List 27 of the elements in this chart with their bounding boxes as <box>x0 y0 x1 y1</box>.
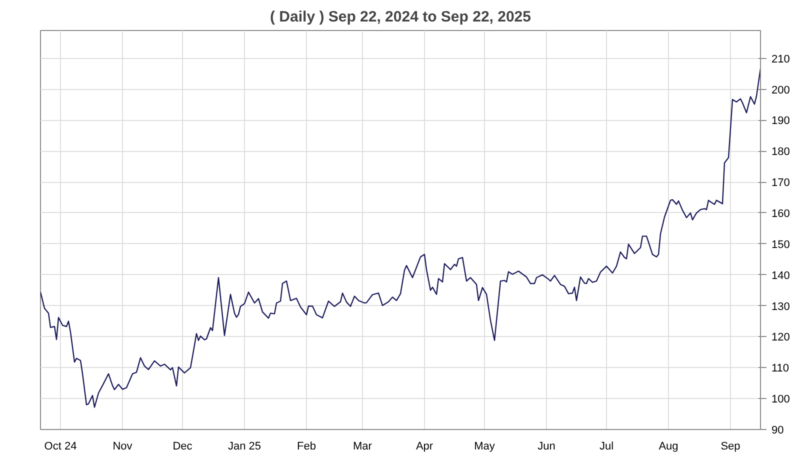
x-tick-label: Jun <box>538 440 556 452</box>
x-tick-label: Dec <box>172 440 193 452</box>
x-tick-label: Oct 24 <box>44 440 77 452</box>
y-tick-label: 150 <box>772 238 790 251</box>
x-tick-label: Feb <box>297 440 316 452</box>
y-tick-label: 100 <box>772 394 790 406</box>
x-tick-label: Mar <box>353 440 372 452</box>
y-tick-label: 210 <box>772 53 790 66</box>
y-tick-label: 120 <box>772 332 790 344</box>
x-tick-label: Nov <box>112 440 133 452</box>
x-tick-label: Jan 25 <box>228 440 262 452</box>
y-tick-label: 200 <box>772 84 790 96</box>
y-tick-label: 180 <box>772 146 790 158</box>
y-tick-label: 90 <box>772 424 784 436</box>
x-tick-label: Aug <box>658 440 678 452</box>
y-tick-label: 140 <box>772 270 790 282</box>
y-tick-label: 110 <box>772 362 790 375</box>
x-tick-label: Jul <box>599 440 614 452</box>
y-tick-label: 190 <box>772 115 790 128</box>
x-tick-label: Apr <box>416 440 434 452</box>
line-series <box>40 68 760 408</box>
y-tick-label: 170 <box>772 177 790 190</box>
y-tick-label: 160 <box>772 208 790 220</box>
x-tick-label: Sep <box>720 440 740 452</box>
chart-title: ( Daily ) Sep 22, 2024 to Sep 22, 2025 <box>270 8 531 26</box>
x-tick-label: May <box>474 440 496 452</box>
y-tick-label: 130 <box>772 300 790 313</box>
